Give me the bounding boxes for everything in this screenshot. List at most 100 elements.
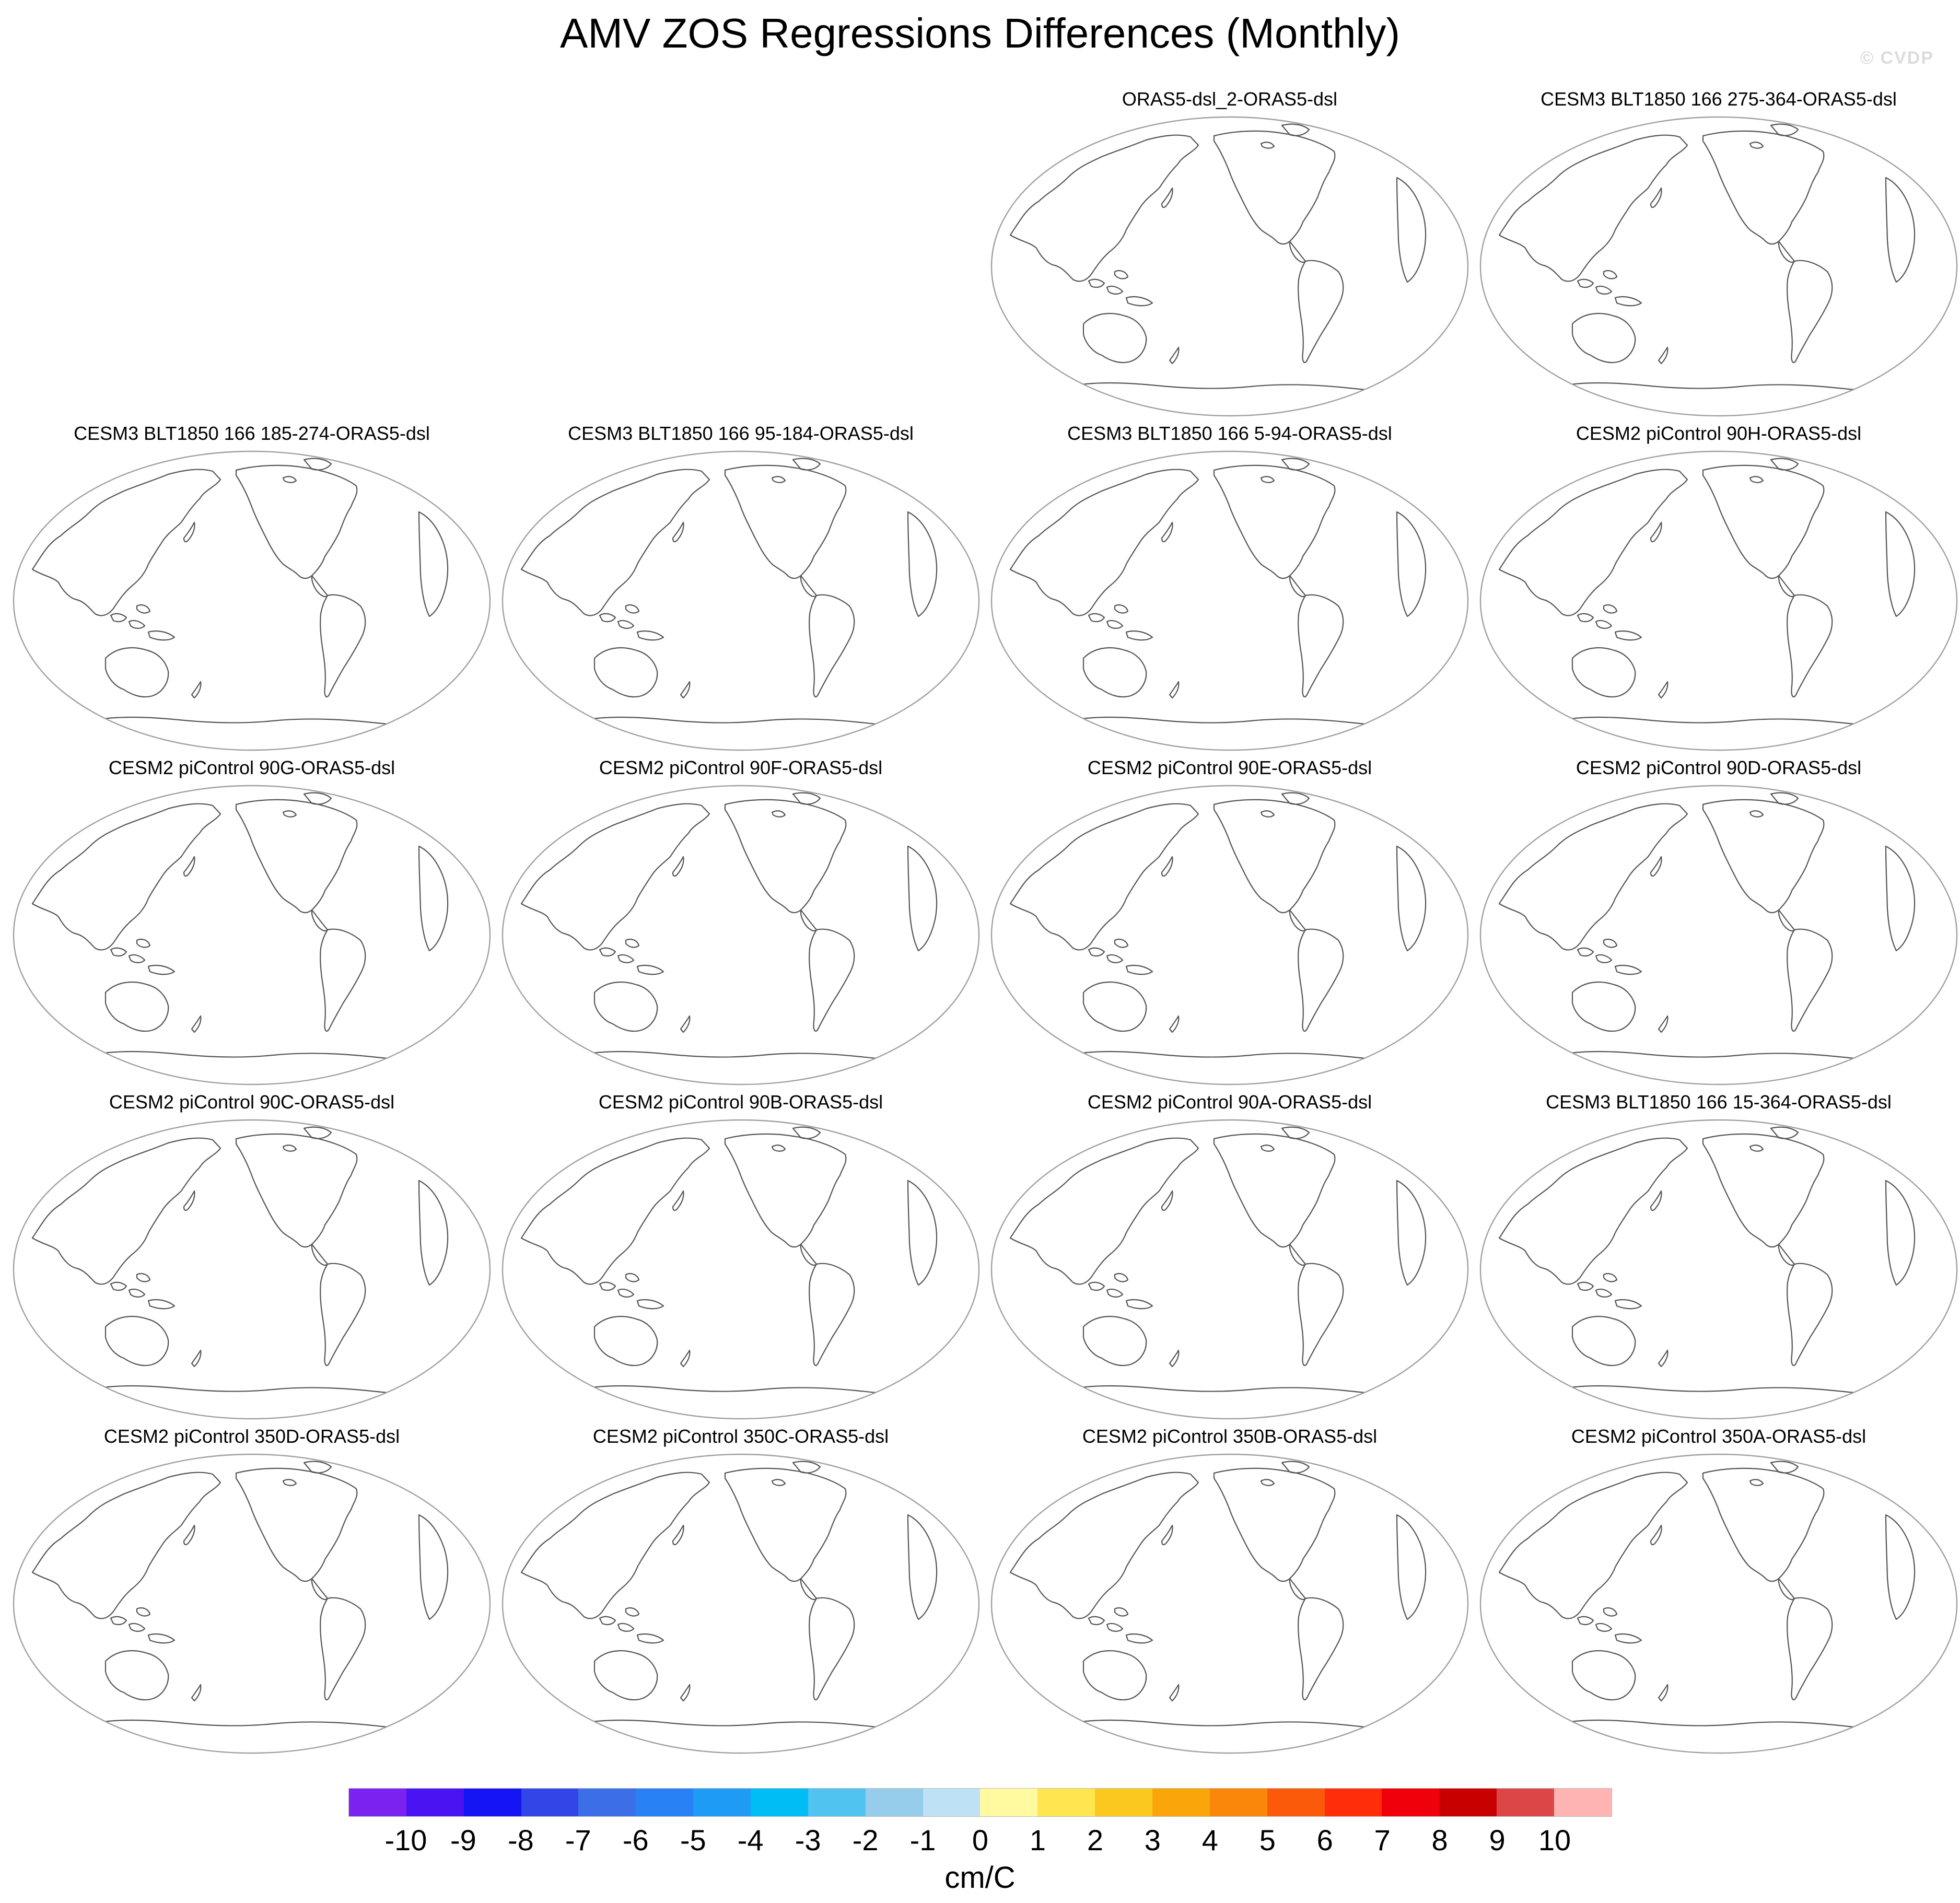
coastline (311, 1578, 329, 1601)
map-panel: CESM2 piControl 350D-ORAS5-dsl (7, 1425, 496, 1759)
colorbar-tick-label: -2 (852, 1824, 879, 1857)
coastline (1498, 134, 1688, 282)
map-panel: CESM2 piControl 350C-ORAS5-dsl (496, 1425, 985, 1759)
coastline (771, 476, 786, 483)
coastline (110, 1281, 127, 1291)
globe-map (1479, 785, 1958, 1085)
coastline (104, 1650, 169, 1701)
globe-outline (501, 1119, 980, 1420)
panel-title: CESM3 BLT1850 166 15-364-ORAS5-dsl (1546, 1091, 1892, 1113)
globe-outline (1479, 1453, 1958, 1754)
coastline (1406, 1159, 1428, 1172)
globe-outline (501, 1453, 980, 1754)
colorbar-tick-label: 1 (1029, 1824, 1046, 1857)
coastline (1650, 1524, 1662, 1546)
coastline (1161, 1190, 1173, 1211)
coastline (593, 1315, 658, 1367)
globe-map (1479, 1453, 1958, 1754)
colorbar-tick-label: -7 (565, 1824, 591, 1857)
coastline (320, 928, 366, 1032)
coastline (1169, 1684, 1180, 1702)
coastline (1406, 1493, 1428, 1507)
coastline (1749, 142, 1764, 149)
coastline (1571, 1650, 1636, 1701)
map-panel: CESM2 piControl 90E-ORAS5-dsl (985, 756, 1474, 1091)
coastline (672, 1524, 684, 1546)
coastline (183, 1190, 195, 1211)
coastline (1298, 1263, 1344, 1367)
coastline (1571, 312, 1636, 364)
colorbar-units: cm/C (944, 1861, 1016, 1895)
coastline (1614, 1633, 1642, 1644)
coastline (1614, 1299, 1642, 1310)
globe-map (1479, 1119, 1958, 1420)
coastline (1298, 594, 1344, 698)
panel-title: CESM3 BLT1850 166 95-184-ORAS5-dsl (568, 423, 914, 444)
globe-map (13, 450, 491, 751)
map-panel: CESM3 BLT1850 166 185-274-ORAS5-dsl (7, 422, 496, 756)
map-panel: CESM2 piControl 90C-ORAS5-dsl (7, 1091, 496, 1425)
coastline (1289, 240, 1306, 263)
coastline (1169, 1015, 1180, 1033)
coastline (1260, 1145, 1275, 1152)
colorbar-tick-label: -9 (450, 1824, 476, 1857)
coastline (771, 1479, 786, 1486)
map-panel: CESM2 piControl 350A-ORAS5-dsl (1474, 1425, 1960, 1759)
coastline (1213, 130, 1336, 245)
coastline (1702, 1467, 1825, 1582)
colorbar-tick-label: 9 (1489, 1824, 1506, 1857)
coastline (1770, 123, 1799, 136)
coastline (593, 981, 658, 1032)
coastline (599, 1616, 616, 1626)
globe-outline (501, 785, 980, 1085)
coastline (1289, 1578, 1306, 1601)
coastlines (1009, 792, 1428, 1064)
coastline (1406, 490, 1428, 504)
coastline (1770, 1126, 1799, 1139)
coastline (1595, 620, 1613, 629)
coastline (31, 1472, 221, 1619)
coastline (1577, 947, 1594, 957)
coastline (1289, 1243, 1306, 1266)
coastline (625, 938, 640, 948)
coastline (89, 716, 425, 730)
coastlines (1009, 1461, 1428, 1733)
coastlines (520, 792, 939, 1064)
coastline (235, 1467, 358, 1582)
cvdp-watermark: © CVDP (1860, 48, 1934, 68)
coastlines (31, 792, 450, 1064)
coastline (104, 647, 169, 698)
coastline (1556, 716, 1892, 730)
colorbar-box (1554, 1789, 1612, 1816)
coastline (1289, 909, 1306, 932)
coastline (1213, 799, 1336, 914)
coastline (1396, 511, 1427, 617)
coastline (1650, 521, 1662, 543)
coastline (418, 1514, 449, 1620)
coastline (1082, 1650, 1147, 1701)
coastline (1658, 346, 1669, 365)
globe-outline (1479, 450, 1958, 751)
coastline (792, 458, 821, 471)
coastline (31, 1137, 221, 1285)
coastline (1702, 1133, 1825, 1248)
coastline (1114, 1272, 1129, 1282)
colorbar-box (1439, 1789, 1497, 1816)
coastline (1577, 1616, 1594, 1626)
coastline (907, 845, 938, 952)
coastline (1161, 856, 1173, 877)
coastlines (520, 458, 939, 730)
coastlines (1009, 123, 1428, 395)
coastline (1778, 240, 1795, 263)
colorbar-box (1037, 1789, 1095, 1816)
coastline (800, 1578, 818, 1601)
colorbar-box (1267, 1789, 1325, 1816)
colorbar-tick-label: 6 (1316, 1824, 1333, 1857)
coastline (1595, 285, 1613, 295)
coastline (1885, 511, 1916, 617)
map-panel: CESM3 BLT1850 166 95-184-ORAS5-dsl (496, 422, 985, 756)
coastline (282, 810, 297, 818)
coastline (1658, 1684, 1669, 1702)
coastlines (520, 1461, 939, 1733)
panel-title: CESM2 piControl 90C-ORAS5-dsl (109, 1091, 395, 1113)
